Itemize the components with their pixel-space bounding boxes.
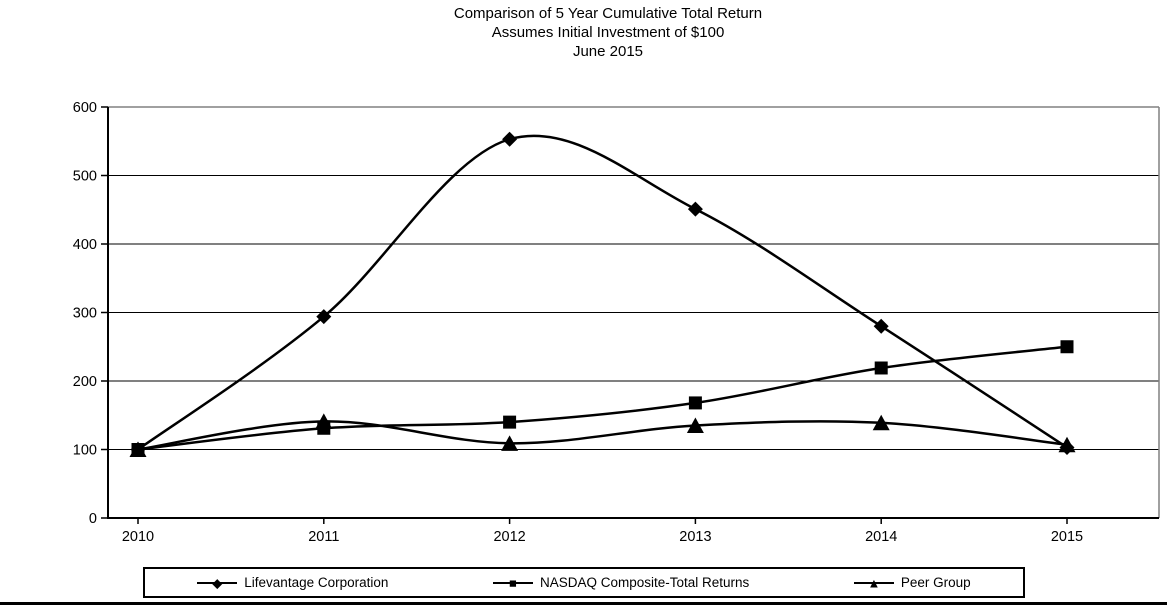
x-tick-label: 2014 (865, 529, 897, 545)
triangle-marker-icon: ▲ (867, 575, 881, 590)
title-line-3: June 2015 (572, 43, 644, 60)
triangle-marker-2010 (129, 441, 147, 457)
diamond-marker-2013 (687, 201, 703, 217)
legend-line-sample: ◆ (197, 576, 238, 589)
x-tick-label: 2011 (308, 529, 339, 545)
legend-label: NASDAQ Composite-Total Returns (539, 575, 750, 590)
triangle-marker-2013 (686, 417, 704, 434)
bottom-border (0, 602, 1167, 605)
series-line-0 (136, 134, 1069, 451)
square-marker-2013 (688, 396, 702, 410)
legend-label: Lifevantage Corporation (244, 575, 389, 590)
y-tick-label: 100 (73, 443, 97, 459)
triangle-marker-2011 (315, 413, 333, 429)
x-tick-label: 2015 (1051, 529, 1083, 545)
diamond-marker-icon: ◆ (212, 575, 223, 590)
triangle-marker-2015 (1058, 436, 1076, 453)
x-tick-label: 2012 (493, 529, 525, 545)
series-line-2 (136, 420, 1069, 451)
series-line-1 (136, 345, 1069, 451)
legend-line-sample: ■ (492, 576, 533, 589)
triangle-marker-2012 (501, 435, 519, 451)
triangle-marker-2014 (872, 414, 890, 431)
y-tick-label: 0 (89, 511, 97, 527)
diamond-marker-2014 (873, 318, 889, 334)
legend-item-peer-group: ▲ Peer Group (853, 575, 971, 590)
y-tick-label: 600 (73, 100, 97, 116)
x-tick-label: 2013 (679, 529, 711, 545)
legend: ◆ Lifevantage Corporation ■ NASDAQ Compo… (143, 567, 1025, 598)
legend-item-lifevantage: ◆ Lifevantage Corporation (197, 575, 388, 590)
square-marker-2012 (503, 415, 517, 429)
square-marker-icon: ■ (509, 575, 517, 590)
legend-label: Peer Group (900, 575, 971, 590)
diamond-marker-2011 (316, 309, 332, 325)
y-tick-label: 400 (73, 237, 97, 253)
chart-title: Comparison of 5 Year Cumulative Total Re… (48, 4, 1167, 61)
title-line-2: Assumes Initial Investment of $100 (491, 24, 725, 41)
legend-item-nasdaq: ■ NASDAQ Composite-Total Returns (492, 575, 750, 590)
legend-line-sample: ▲ (853, 576, 894, 589)
title-line-1: Comparison of 5 Year Cumulative Total Re… (453, 5, 763, 22)
square-marker-2014 (874, 361, 888, 375)
y-tick-label: 300 (73, 306, 97, 322)
diamond-marker-2012 (502, 131, 518, 147)
x-tick-label: 2010 (122, 529, 154, 545)
square-marker-2015 (1060, 340, 1074, 354)
y-tick-label: 200 (73, 374, 97, 390)
y-tick-label: 500 (73, 169, 97, 185)
